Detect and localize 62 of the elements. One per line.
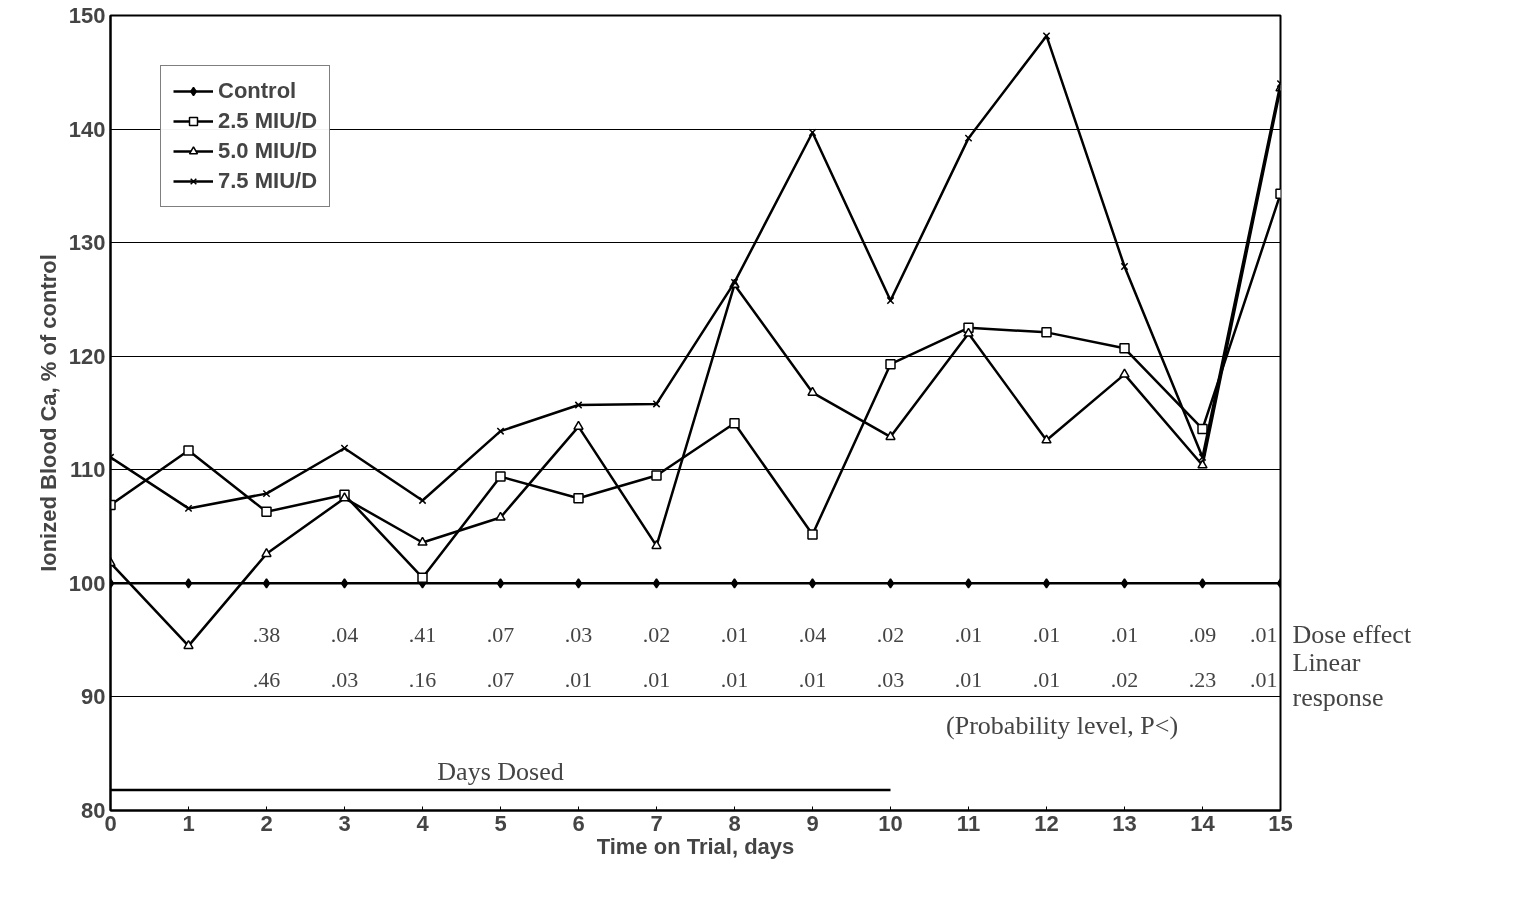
y-tick-label: 140 [68, 116, 106, 142]
legend-label: 7.5 MIU/D [218, 168, 318, 194]
annotation: .07 [486, 621, 515, 647]
x-tick-label: 2 [260, 810, 273, 836]
x-tick-label: 5 [494, 810, 507, 836]
legend-label: 5.0 MIU/D [218, 138, 318, 164]
annotation: .01 [642, 667, 671, 693]
annotation: .02 [876, 621, 905, 647]
x-tick-label: 3 [338, 810, 351, 836]
x-tick-label: 9 [806, 810, 819, 836]
annotation: .41 [408, 621, 437, 647]
annotation: .46 [252, 667, 281, 693]
y-tick-label: 120 [68, 343, 106, 369]
x-tick-label: 8 [728, 810, 741, 836]
y-tick-label: 80 [81, 798, 106, 823]
annotation: .01 [954, 621, 983, 647]
x-tick-label: 11 [956, 810, 981, 836]
y-tick-label: 90 [81, 684, 106, 710]
y-tick-label: 130 [68, 230, 106, 256]
annotation: .07 [486, 667, 515, 693]
x-tick-label: 14 [1190, 810, 1216, 836]
annotation: .01 [1250, 667, 1278, 693]
annotation: .09 [1188, 621, 1217, 647]
x-tick-label: 15 [1268, 810, 1293, 836]
annotation: .01 [1032, 667, 1061, 693]
annotation: .04 [330, 621, 359, 647]
annotation: .01 [720, 621, 749, 647]
x-tick-label: 0 [104, 810, 117, 836]
x-tick-label: 1 [182, 810, 195, 836]
annotation: .01 [1250, 621, 1278, 647]
annotation: Days Dosed [437, 757, 564, 787]
annotation: .38 [252, 621, 281, 647]
annotation: .23 [1188, 667, 1217, 693]
y-tick-label: 150 [68, 3, 106, 28]
annotation: .16 [408, 667, 437, 693]
annotation: .02 [1110, 667, 1139, 693]
legend-label: 2.5 MIU/D [218, 108, 318, 134]
annotation: .03 [876, 667, 905, 693]
annotation: (Probability level, P<) [946, 710, 1179, 740]
x-tick-label: 13 [1112, 810, 1137, 836]
y-tick-label: 110 [70, 457, 106, 483]
annotation: .01 [720, 667, 749, 693]
x-tick-label: 10 [878, 810, 903, 836]
x-axis-title: Time on Trial, days [596, 833, 795, 859]
annotation: .01 [564, 667, 593, 693]
annotation: .03 [330, 667, 359, 693]
annotation: .01 [1032, 621, 1061, 647]
text: Linear response [1292, 648, 1384, 713]
annotation: .04 [798, 621, 827, 647]
x-tick-label: 12 [1034, 810, 1059, 836]
annotation: .02 [642, 621, 671, 647]
annotation: .01 [954, 667, 983, 693]
annotation: .01 [1110, 621, 1139, 647]
text: Dose effect [1292, 620, 1412, 650]
annotation: .03 [564, 621, 593, 647]
y-tick-label: 100 [68, 570, 106, 596]
legend-label: Control [218, 78, 297, 104]
x-tick-label: 7 [650, 810, 663, 836]
x-tick-label: 4 [416, 810, 430, 836]
annotation: .01 [798, 667, 827, 693]
y-axis-title: Ionized Blood Ca, % of control [35, 254, 61, 572]
x-tick-label: 6 [572, 810, 585, 836]
